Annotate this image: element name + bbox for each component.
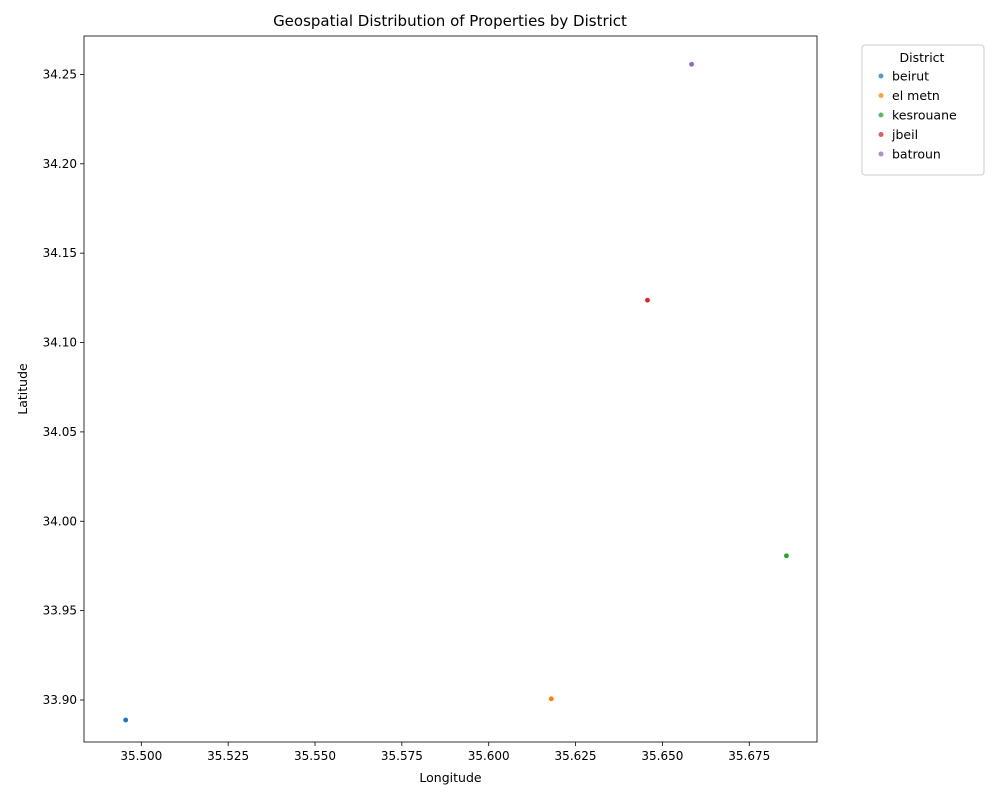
x-tick-label: 35.625	[555, 749, 597, 763]
legend-label: batroun	[892, 147, 941, 162]
legend-marker	[878, 112, 884, 118]
plot-area	[122, 61, 790, 723]
y-tick-label: 34.10	[43, 336, 77, 350]
legend-label: beirut	[892, 69, 929, 84]
y-axis-label: Latitude	[15, 363, 30, 415]
y-tick-label: 34.05	[43, 425, 77, 439]
data-point-batroun	[688, 61, 695, 68]
x-tick-label: 35.525	[207, 749, 249, 763]
axes-frame	[83, 35, 818, 743]
legend-box	[861, 44, 985, 176]
legend-items: beirut el metn kesrouane jbeil batroun	[878, 69, 957, 162]
x-tick-label: 35.600	[468, 749, 510, 763]
x-axis: 35.500 35.525 35.550 35.575 35.600 35.625 35.6…	[120, 742, 770, 763]
x-tick-label: 35.650	[641, 749, 683, 763]
y-tick-label: 33.95	[43, 604, 77, 618]
x-tick-label: 35.675	[728, 749, 770, 763]
chart-title: Geospatial Distribution of Properties by…	[273, 12, 627, 30]
legend-label: jbeil	[891, 127, 918, 142]
legend-label: kesrouane	[892, 108, 957, 123]
legend-title: District	[900, 50, 945, 65]
legend-label: el metn	[892, 88, 940, 103]
data-point-beirut	[122, 717, 129, 723]
x-tick-label: 35.500	[120, 749, 162, 763]
x-tick-label: 35.550	[294, 749, 336, 763]
y-tick-label: 33.90	[43, 693, 77, 707]
data-point-kesrouane	[783, 552, 790, 559]
y-axis: 33.90 33.95 34.00 34.05 34.10 34.15 34.20 34.25	[43, 67, 84, 707]
x-tick-label: 35.575	[381, 749, 423, 763]
x-axis-label: Longitude	[419, 770, 481, 785]
legend: District beirut el metn kesrouane jbeil batr…	[861, 44, 985, 176]
data-point-jbeil	[644, 297, 651, 303]
y-tick-label: 34.25	[43, 67, 77, 81]
y-tick-label: 34.00	[43, 514, 77, 528]
legend-marker	[878, 93, 884, 98]
y-tick-label: 34.15	[43, 246, 77, 260]
data-point-el-metn	[548, 695, 555, 702]
legend-marker	[878, 132, 884, 137]
y-tick-label: 34.20	[43, 157, 77, 171]
legend-marker	[878, 151, 884, 157]
legend-marker	[878, 73, 884, 79]
